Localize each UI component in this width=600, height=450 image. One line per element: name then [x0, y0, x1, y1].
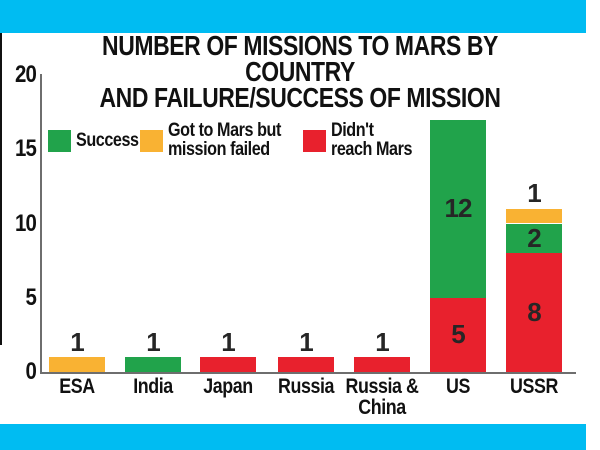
y-axis-line — [40, 74, 42, 373]
bar-value-label: 1 — [221, 326, 235, 357]
bar-value-label: 1 — [299, 326, 313, 357]
x-axis-label: USSR — [510, 375, 558, 398]
bar-value-label: 1 — [146, 326, 160, 357]
bar-segment-ussr — [506, 208, 562, 224]
x-axis-label: Japan — [203, 375, 253, 398]
x-axis-label: India — [133, 375, 173, 398]
bar-value-label: 12 — [444, 193, 473, 224]
left-edge-rule — [0, 33, 2, 345]
bottom-banner — [0, 424, 586, 450]
bar-segment-japan — [200, 357, 256, 372]
bar-segment-us — [430, 297, 486, 372]
y-tick-label: 20 — [15, 61, 37, 88]
bar-segment-india — [125, 357, 181, 372]
y-tick-label: 5 — [25, 283, 36, 311]
y-tick-label: 15 — [15, 135, 37, 163]
bar-segment-esa — [49, 357, 105, 372]
chart-title: NUMBER OF MISSIONS TO MARS BY COUNTRY AN… — [99, 30, 501, 113]
bar-segment-ussr — [506, 223, 562, 254]
bar-value-label: 2 — [527, 222, 541, 253]
top-banner — [0, 0, 586, 33]
x-axis-label: Russia — [278, 375, 334, 398]
y-tick-label: 0 — [25, 358, 36, 385]
x-axis-label: Russia & China — [345, 375, 419, 419]
bar-value-label: 1 — [70, 326, 84, 357]
legend-label: Success — [76, 130, 139, 151]
success-swatch — [48, 130, 71, 152]
x-axis-label: ESA — [59, 375, 95, 398]
got-to-mars-swatch — [140, 130, 163, 152]
bar-value-label: 5 — [451, 319, 465, 350]
legend-label: Got to Mars but mission failed — [168, 120, 281, 160]
legend-label: Didn't reach Mars — [331, 120, 413, 160]
didnt-reach-swatch — [303, 130, 326, 152]
bar-value-label: 1 — [527, 178, 541, 209]
x-axis-line — [40, 372, 576, 374]
bar-value-label: 1 — [375, 326, 389, 357]
bar-value-label: 8 — [527, 297, 541, 328]
y-tick-label: 10 — [15, 209, 37, 237]
x-axis-label: US — [446, 375, 470, 398]
bar-segment-ussr — [506, 253, 562, 372]
bar-segment-us — [430, 119, 486, 298]
bar-segment-russia — [278, 357, 334, 372]
bar-segment-russia-china — [354, 357, 410, 372]
